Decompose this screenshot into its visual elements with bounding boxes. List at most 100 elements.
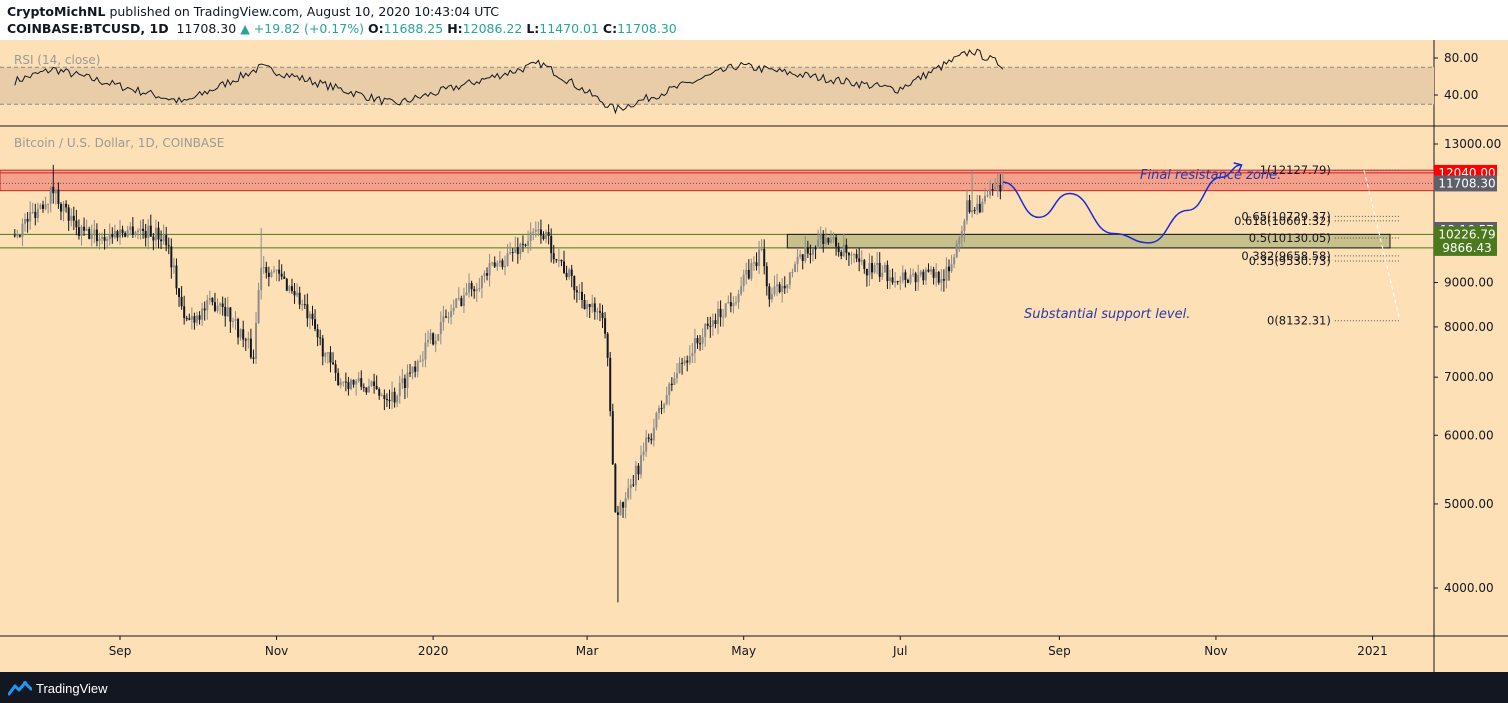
candle-body	[817, 239, 820, 249]
candle-body	[650, 438, 653, 441]
symbol-name[interactable]: COINBASE:BTCUSD, 1D	[7, 21, 169, 36]
support-bottom-tag	[1434, 239, 1497, 256]
candle-body	[106, 239, 109, 241]
candle-body	[781, 285, 784, 293]
support-zone	[786, 233, 1391, 249]
candle-body	[39, 204, 42, 209]
tradingview-logo[interactable]: TradingView	[8, 679, 108, 697]
candle-body	[452, 307, 455, 312]
candle-body	[529, 232, 532, 241]
open-label: O:	[367, 21, 384, 36]
candle-body	[437, 334, 440, 341]
candle-body	[414, 366, 417, 372]
candle-body	[419, 360, 422, 362]
candle-body	[552, 253, 555, 260]
candle-body	[665, 395, 668, 405]
candle-body	[319, 337, 322, 339]
publish-text: published on TradingView.com, August 10,…	[109, 4, 500, 19]
candle-body	[752, 262, 755, 264]
candle-body	[496, 263, 499, 267]
candle-body	[75, 220, 78, 228]
candle-body	[108, 234, 111, 240]
candle-body	[960, 231, 963, 238]
candle-body	[80, 226, 83, 236]
projection-arrow-icon	[1233, 162, 1243, 173]
candle-body	[314, 319, 317, 330]
candle-body	[152, 236, 155, 241]
candle-body	[59, 204, 62, 212]
candle-body	[845, 244, 848, 253]
candle-body	[24, 218, 27, 224]
candle-body	[519, 243, 522, 255]
candle-body	[799, 254, 802, 257]
candle-body	[147, 225, 150, 239]
candle-body	[57, 189, 60, 205]
candle-body	[555, 259, 558, 261]
candle-body	[883, 264, 886, 273]
rsi-label: RSI (14, close)	[14, 53, 100, 67]
candle-body	[999, 184, 1002, 192]
candle-body	[388, 399, 391, 402]
author-name[interactable]: CryptoMichNL	[7, 4, 106, 19]
candle-body	[912, 273, 915, 275]
candle-body	[642, 451, 645, 456]
high-value: 12086.22	[462, 21, 523, 36]
chart-area[interactable]: RSI (14, close) 80.00 40.00 Bitcoin / U.S. …	[0, 40, 1508, 672]
candle-body	[750, 262, 753, 279]
candle-body	[49, 186, 52, 204]
candle-body	[673, 378, 676, 386]
candle-body	[668, 383, 671, 396]
candle-body	[776, 284, 779, 287]
fib-level-label: 0.5(10130.05)	[1249, 231, 1331, 245]
candle-body	[873, 264, 876, 273]
candle-body	[778, 284, 781, 293]
candle-body	[31, 211, 34, 213]
candle-body	[901, 272, 904, 281]
candle-body	[811, 248, 814, 255]
candle-body	[973, 209, 976, 211]
candle-body	[693, 338, 696, 353]
candle-body	[237, 319, 240, 338]
candle-body	[511, 252, 514, 254]
candle-body	[586, 304, 589, 310]
price-tick-label: 4000.00	[1444, 581, 1494, 595]
candle-body	[18, 235, 21, 237]
candle-body	[681, 362, 684, 364]
candle-body	[180, 296, 183, 307]
candle-body	[922, 271, 925, 281]
candle-body	[853, 254, 856, 256]
candle-body	[745, 269, 748, 275]
candle-body	[924, 269, 927, 281]
candle-body	[758, 249, 761, 267]
candle-body	[994, 187, 997, 190]
candle-body	[329, 352, 332, 363]
candle-body	[801, 254, 804, 261]
chart-canvas[interactable]: RSI (14, close) 80.00 40.00 Bitcoin / U.S. …	[0, 40, 1508, 672]
candle-body	[737, 294, 740, 303]
candle-body	[829, 239, 832, 243]
candle-body	[894, 281, 897, 283]
candle-body	[403, 378, 406, 389]
candle-body	[178, 288, 181, 297]
candle-body	[837, 246, 840, 253]
candle-body	[670, 383, 673, 386]
candle-body	[950, 264, 953, 272]
candle-body	[93, 229, 96, 234]
candle-body	[190, 316, 193, 320]
candle-body	[886, 264, 889, 282]
candle-body	[383, 395, 386, 399]
candle-body	[724, 303, 727, 317]
candle-body	[42, 204, 45, 209]
candle-body	[914, 273, 917, 283]
candle-body	[760, 249, 763, 251]
candle-body	[678, 362, 681, 374]
fib-level-label: 1(12127.79)	[1260, 163, 1331, 177]
time-tick-label: Sep	[1048, 644, 1071, 658]
candle-body	[686, 360, 689, 363]
candle-body	[298, 292, 301, 305]
candle-body	[675, 373, 678, 379]
candle-body	[426, 339, 429, 343]
candle-body	[688, 355, 691, 363]
candle-body	[478, 287, 481, 290]
candle-body	[858, 258, 861, 262]
